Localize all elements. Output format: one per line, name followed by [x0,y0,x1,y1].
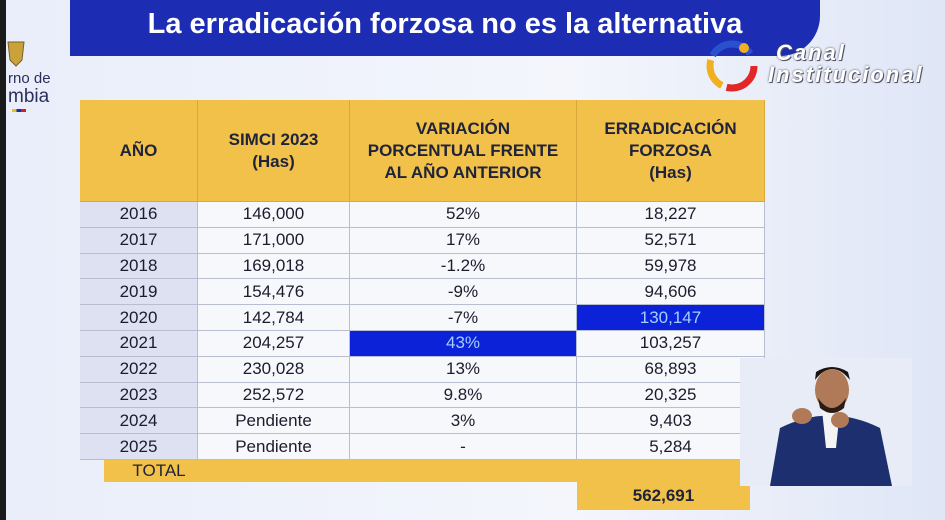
table-cell: 2023 [80,382,198,409]
table-cell: 146,000 [198,202,350,228]
table-cell: 9,403 [577,408,765,435]
table-cell: 252,572 [198,382,350,409]
table-cell: 94,606 [577,279,765,306]
channel-logo-text: Canal [776,40,846,65]
table-cell: 169,018 [198,253,350,280]
total-value: 562,691 [577,460,750,510]
channel-logo-text: Institucional [768,62,924,87]
table-cell: 2016 [80,202,198,228]
table-cell: 2019 [80,279,198,306]
table-cell: 2018 [80,253,198,280]
table-cell: 130,147 [577,305,765,331]
column-header-line: SIMCI 2023 [228,129,319,149]
left-logo-line: mbia [8,86,50,107]
table-cell: 13% [350,356,577,383]
column-header-line: AL AÑO ANTERIOR [384,162,542,182]
table-cell: 68,893 [577,356,765,383]
table-cell: -9% [350,279,577,306]
table-cell: 2017 [80,227,198,254]
table-cell: 20,325 [577,382,765,409]
title: La erradicación forzosa no es la alterna… [147,8,743,40]
table-cell: 3% [350,408,577,435]
table-cell: 154,476 [198,279,350,306]
table-cell: 230,028 [198,356,350,383]
left-emblem [7,41,25,67]
total-row [104,460,577,482]
table-cell: 2022 [80,356,198,383]
table-cell: 204,257 [198,331,350,357]
table-cell: 142,784 [198,305,350,331]
table-cell: 2025 [80,434,198,460]
table-cell: Pendiente [198,408,350,435]
table-cell: 2024 [80,408,198,435]
column-header-line: PORCENTUAL FRENTE [367,140,559,160]
table-cell: -1.2% [350,253,577,280]
column-header: ERRADICACIÓN FORZOSA (Has) [577,100,765,202]
table-cell: 52% [350,202,577,228]
interpreter [740,358,912,486]
column-header: SIMCI 2023 (Has) [198,100,350,202]
column-header-line: FORZOSA [628,140,713,160]
table-cell: 17% [350,227,577,254]
table-cell: 103,257 [577,331,765,357]
title-banner [70,0,820,56]
column-header-line: ERRADICACIÓN [604,118,737,138]
table-cell: - [350,434,577,460]
channel-logo-mark [706,40,758,92]
table-cell: -7% [350,305,577,331]
left-logo-line: rno de [8,70,51,87]
table-cell: 52,571 [577,227,765,254]
table-cell: 43% [350,331,577,357]
flag-stripe [12,109,26,112]
table-cell: 171,000 [198,227,350,254]
column-header-line: AÑO [119,140,158,160]
table-cell: Pendiente [198,434,350,460]
column-header-line: VARIACIÓN [415,118,511,138]
table-cell: 59,978 [577,253,765,280]
total-label: TOTAL [104,460,214,482]
table-cell: 2021 [80,331,198,357]
column-header-line: (Has) [252,151,295,171]
table-cell: 9.8% [350,382,577,409]
table-cell: 5,284 [577,434,765,460]
column-header: VARIACIÓN PORCENTUAL FRENTE AL AÑO ANTERIO… [350,100,577,202]
column-header: AÑO [80,100,198,202]
table-cell: 18,227 [577,202,765,228]
table-cell: 2020 [80,305,198,331]
column-header-line: (Has) [649,162,692,182]
